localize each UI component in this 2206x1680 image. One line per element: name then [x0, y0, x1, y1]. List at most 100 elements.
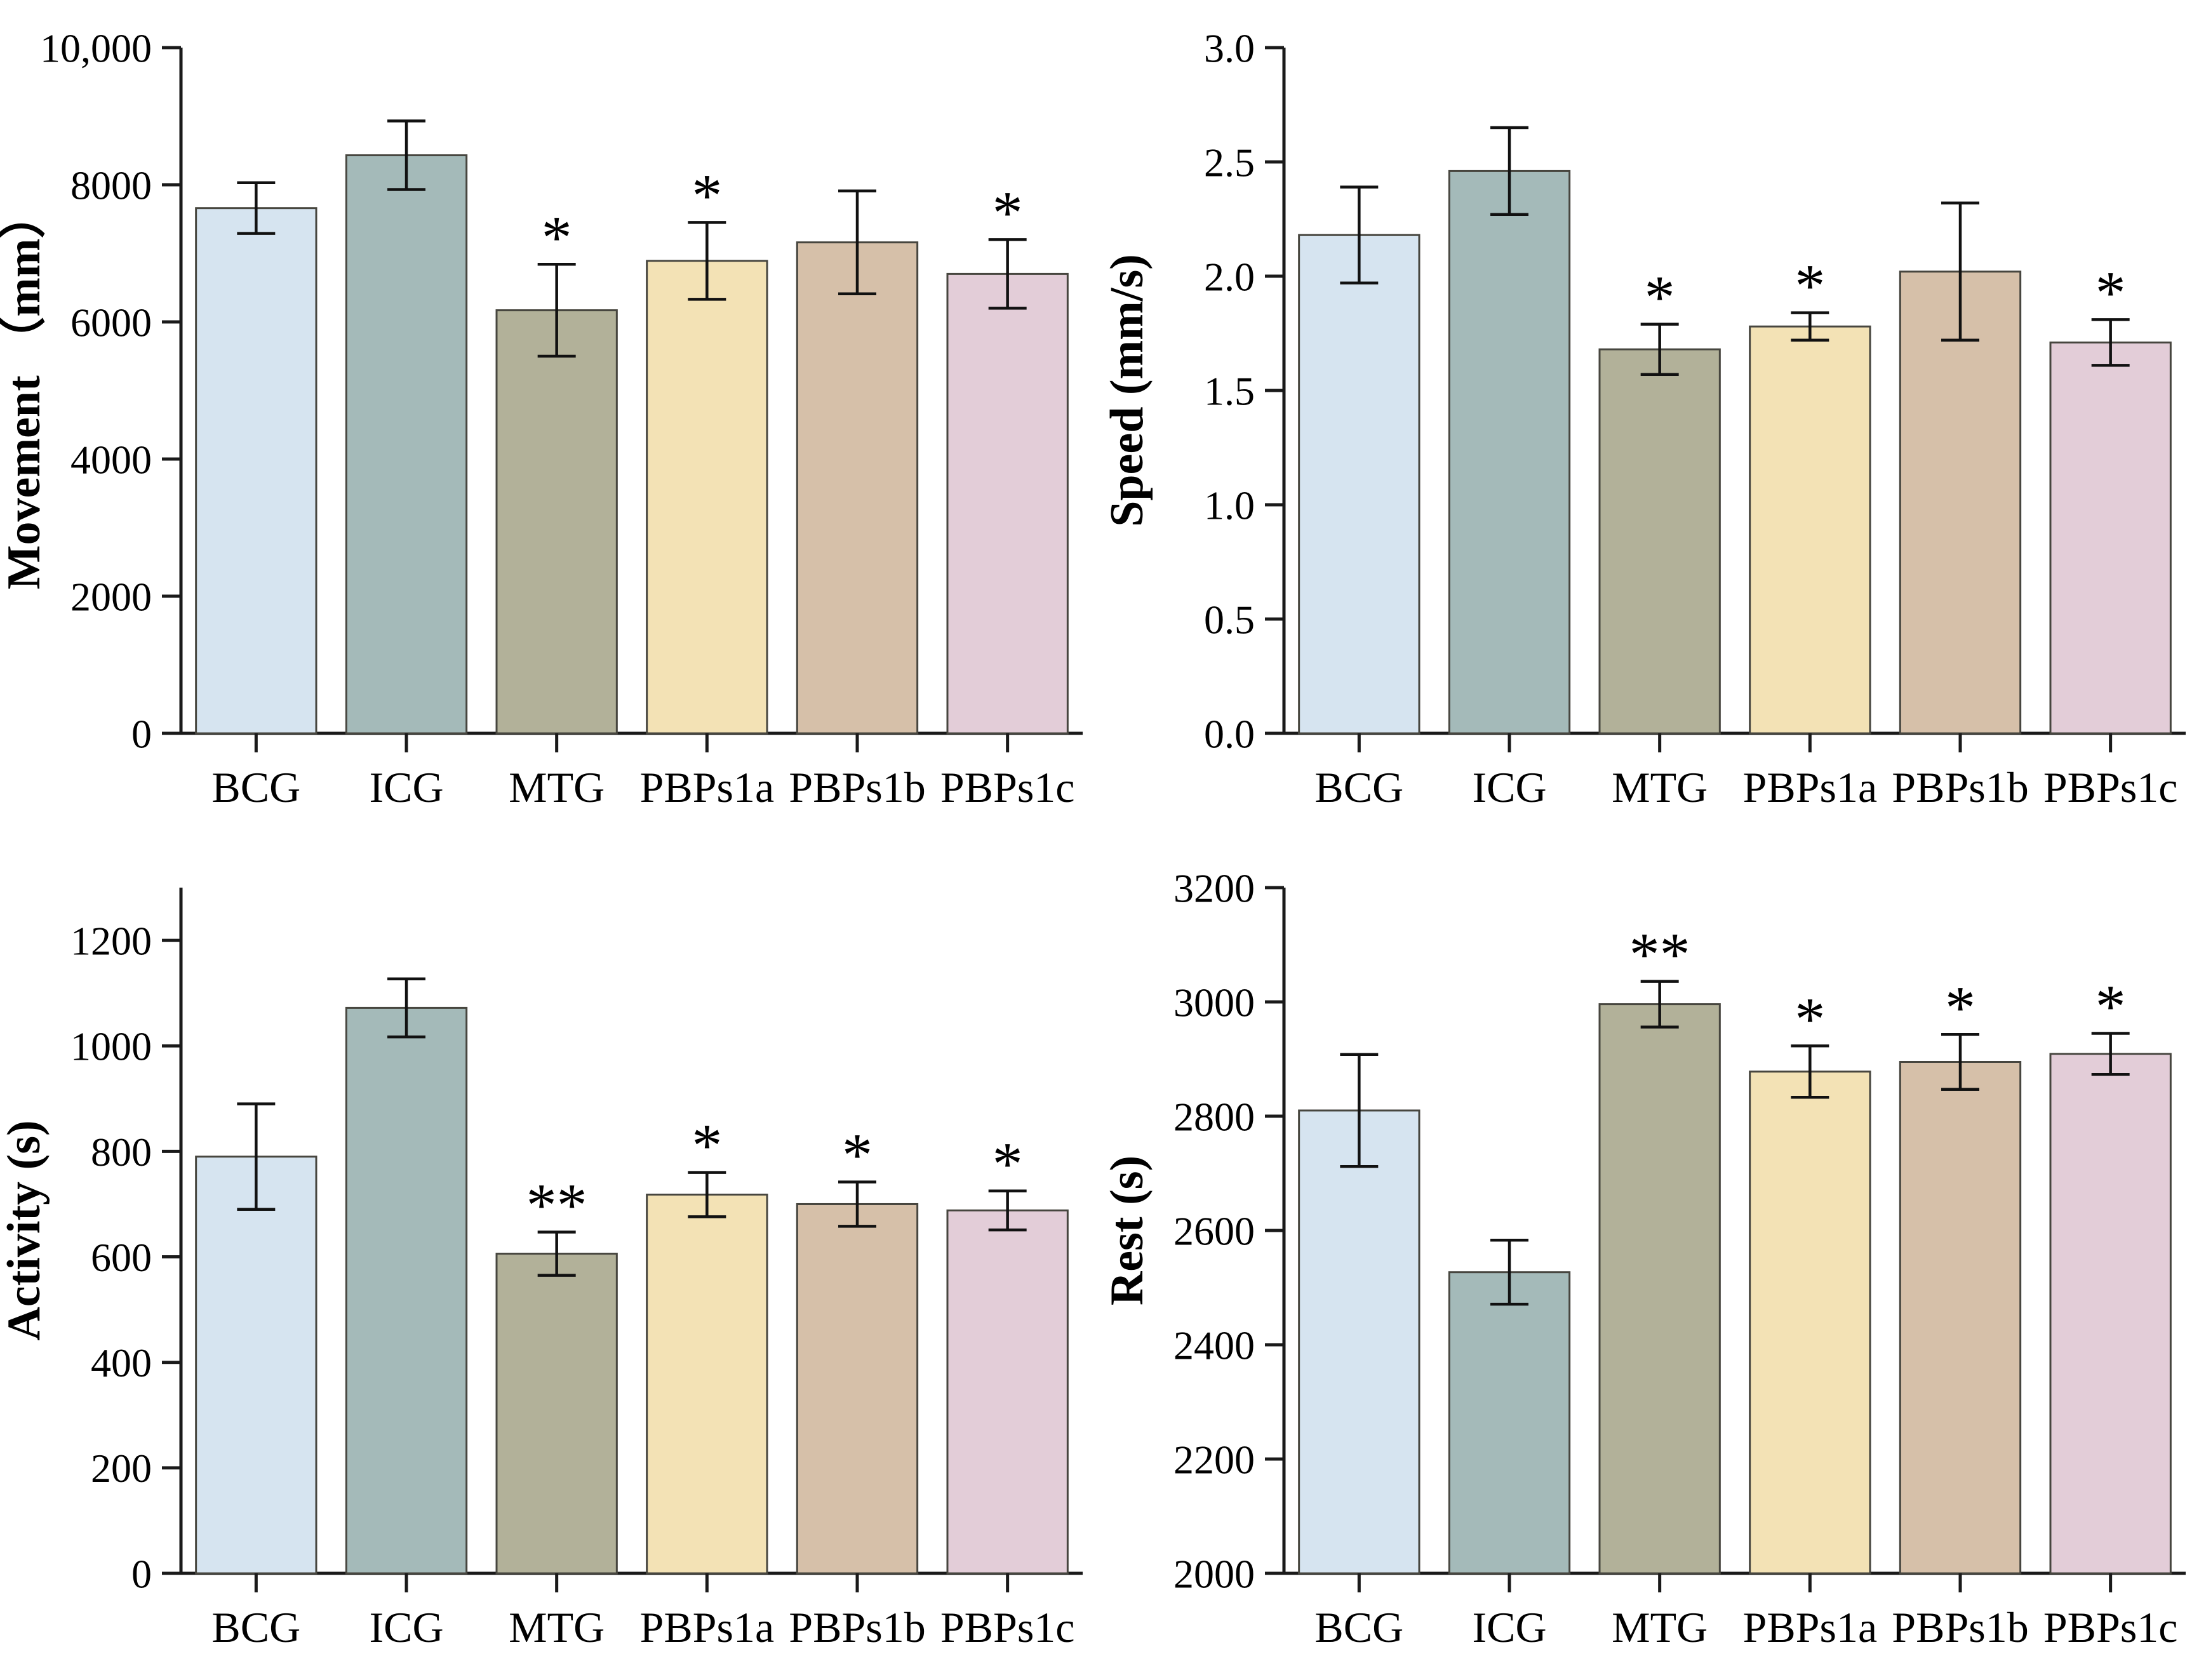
significance-star-PBPs1a: * — [692, 1112, 722, 1180]
significance-star-MTG: * — [542, 203, 572, 271]
category-label-PBPs1b: PBPs1b — [1892, 763, 2028, 811]
y-tick-label: 3200 — [1173, 865, 1255, 910]
y-tick-label: 0 — [131, 1551, 152, 1596]
y-tick-label: 8000 — [70, 163, 152, 208]
category-label-BCG: BCG — [211, 1603, 300, 1651]
bar-MTG — [495, 1253, 618, 1575]
category-label-PBPs1b: PBPs1b — [789, 763, 925, 811]
significance-star-PBPs1b: * — [1945, 973, 1975, 1041]
category-label-BCG: BCG — [211, 763, 300, 811]
bar-PBPs1c — [946, 272, 1069, 735]
significance-star-PBPs1c: * — [993, 1130, 1023, 1198]
y-tick-label: 2000 — [70, 574, 152, 619]
chart-activity: 0 200 400 600 800 1000 1200 BCG ICG MTG * * PBPs1a * P… — [0, 888, 1083, 1651]
y-axis-title: Activity (s) — [0, 1120, 50, 1340]
chart-movement: 0 2000 4000 6000 8000 10,000 BCG ICG MTG * PBPs1a *… — [0, 25, 1083, 811]
bar-PBPs1a — [1749, 325, 1871, 735]
bar-PBPs1a — [1749, 1070, 1871, 1575]
bar-PBPs1b — [1899, 1061, 2022, 1575]
y-tick-label: 1200 — [70, 918, 152, 963]
y-tick-label: 600 — [91, 1235, 152, 1280]
category-label-PBPs1c: PBPs1c — [940, 1603, 1075, 1651]
y-axis-title: Rest (s) — [1103, 1156, 1153, 1305]
y-tick-label: 3.0 — [1204, 25, 1255, 70]
significance-star-MTG: ** — [1629, 921, 1690, 989]
category-label-MTG: MTG — [509, 1603, 605, 1651]
category-label-PBPs1c: PBPs1c — [2043, 763, 2178, 811]
y-tick-label: 0.0 — [1204, 711, 1255, 756]
bar-PBPs1b — [1899, 270, 2022, 735]
category-label-BCG: BCG — [1314, 1603, 1403, 1651]
significance-star-MTG: * — [1645, 263, 1675, 331]
panel-rest: 2000 2200 2400 2600 2800 3000 3200 BCG ICG MTG ** P… — [1103, 840, 2206, 1680]
bar-MTG — [495, 309, 618, 735]
y-tick-label: 1.5 — [1204, 368, 1255, 413]
category-label-PBPs1b: PBPs1b — [1892, 1603, 2028, 1651]
category-label-MTG: MTG — [1612, 1603, 1708, 1651]
category-label-MTG: MTG — [1612, 763, 1708, 811]
y-tick-label: 2600 — [1173, 1208, 1255, 1253]
significance-star-PBPs1a: * — [692, 161, 722, 229]
category-label-PBPs1b: PBPs1b — [789, 1603, 925, 1651]
y-tick-label: 2800 — [1173, 1094, 1255, 1139]
y-axis-title: Speed (mm/s) — [1103, 254, 1153, 527]
bar-MTG — [1598, 1003, 1721, 1575]
category-label-ICG: ICG — [1472, 763, 1546, 811]
significance-star-PBPs1b: * — [842, 1121, 872, 1189]
y-tick-label: 10,000 — [40, 25, 152, 70]
category-label-MTG: MTG — [509, 763, 605, 811]
bar-BCG — [195, 1156, 318, 1575]
category-label-PBPs1a: PBPs1a — [640, 1603, 775, 1651]
bar-ICG — [1448, 170, 1571, 735]
bar-ICG — [345, 1006, 468, 1575]
significance-star-PBPs1c: * — [2096, 973, 2126, 1041]
category-label-PBPs1a: PBPs1a — [1743, 1603, 1878, 1651]
bar-PBPs1a — [646, 260, 768, 735]
y-axis-title: Movement （mm） — [0, 192, 50, 590]
panel-movement: 0 2000 4000 6000 8000 10,000 BCG ICG MTG * PBPs1a *… — [0, 0, 1103, 840]
y-tick-label: 0.5 — [1204, 597, 1255, 642]
y-tick-label: 200 — [91, 1446, 152, 1491]
bar-ICG — [1448, 1271, 1571, 1575]
y-tick-label: 1.0 — [1204, 483, 1255, 528]
bar-BCG — [1298, 1109, 1421, 1575]
significance-star-PBPs1c: * — [993, 178, 1023, 246]
significance-star-PBPs1a: * — [1795, 252, 1825, 320]
y-tick-label: 4000 — [70, 437, 152, 482]
category-label-BCG: BCG — [1314, 763, 1403, 811]
bar-PBPs1c — [2049, 1053, 2172, 1575]
y-tick-label: 2.0 — [1204, 254, 1255, 299]
bar-BCG — [1298, 234, 1421, 735]
bar-PBPs1c — [946, 1209, 1069, 1575]
y-tick-label: 2000 — [1173, 1551, 1255, 1596]
category-label-ICG: ICG — [1472, 1603, 1546, 1651]
y-tick-label: 2400 — [1173, 1323, 1255, 1368]
category-label-ICG: ICG — [369, 763, 443, 811]
bar-PBPs1b — [796, 241, 919, 735]
category-label-ICG: ICG — [369, 1603, 443, 1651]
panel-activity: 0 200 400 600 800 1000 1200 BCG ICG MTG * * PBPs1a * P… — [0, 840, 1103, 1680]
y-tick-label: 6000 — [70, 300, 152, 345]
bar-ICG — [345, 154, 468, 735]
y-tick-label: 2200 — [1173, 1437, 1255, 1482]
category-label-PBPs1c: PBPs1c — [940, 763, 1075, 811]
bar-MTG — [1598, 348, 1721, 735]
category-label-PBPs1a: PBPs1a — [1743, 763, 1878, 811]
significance-star-PBPs1c: * — [2096, 258, 2126, 326]
y-tick-label: 3000 — [1173, 980, 1255, 1025]
chart-speed: 0.0 0.5 1.0 1.5 2.0 2.5 3.0 BCG ICG MTG * PBPs1a * PB… — [1103, 25, 2186, 811]
bar-PBPs1a — [646, 1194, 768, 1575]
y-tick-label: 2.5 — [1204, 140, 1255, 185]
category-label-PBPs1c: PBPs1c — [2043, 1603, 2178, 1651]
y-tick-label: 800 — [91, 1130, 152, 1175]
y-tick-label: 0 — [131, 711, 152, 756]
category-label-PBPs1a: PBPs1a — [640, 763, 775, 811]
bar-BCG — [195, 207, 318, 735]
y-tick-label: 400 — [91, 1340, 152, 1385]
significance-star-PBPs1a: * — [1795, 985, 1825, 1053]
bar-PBPs1c — [2049, 341, 2172, 735]
y-tick-label: 1000 — [70, 1024, 152, 1069]
panel-speed: 0.0 0.5 1.0 1.5 2.0 2.5 3.0 BCG ICG MTG * PBPs1a * PB… — [1103, 0, 2206, 840]
